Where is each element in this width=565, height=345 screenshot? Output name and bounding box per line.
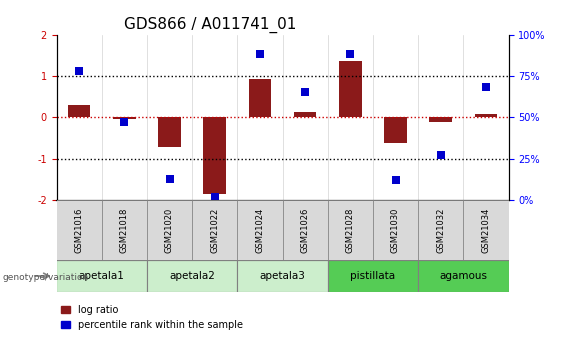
Bar [475,115,497,117]
Text: GSM21030: GSM21030 [391,208,400,253]
FancyBboxPatch shape [102,200,147,260]
Text: apetala1: apetala1 [79,271,125,281]
Text: GSM21032: GSM21032 [436,208,445,253]
FancyBboxPatch shape [192,200,237,260]
Bar [294,112,316,117]
Text: GSM21022: GSM21022 [210,208,219,253]
FancyBboxPatch shape [418,200,463,260]
Bar [158,117,181,147]
FancyBboxPatch shape [418,260,509,292]
Bar [384,117,407,143]
Point [301,90,310,95]
Text: GSM21028: GSM21028 [346,208,355,253]
Text: GDS866 / A011741_01: GDS866 / A011741_01 [124,17,297,33]
Text: apetala3: apetala3 [259,271,306,281]
Text: genotype/variation: genotype/variation [3,273,89,282]
Point [481,85,490,90]
Point [210,194,219,199]
Text: GSM21034: GSM21034 [481,208,490,253]
FancyBboxPatch shape [237,260,328,292]
Text: agamous: agamous [440,271,487,281]
Point [346,52,355,57]
Text: GSM21016: GSM21016 [75,208,84,253]
Bar [339,61,362,117]
Bar [429,117,452,122]
Point [75,68,84,74]
FancyBboxPatch shape [463,200,508,260]
Point [120,119,129,125]
Text: pistillata: pistillata [350,271,396,281]
Bar [249,79,271,117]
Legend: log ratio, percentile rank within the sample: log ratio, percentile rank within the sa… [62,305,243,330]
FancyBboxPatch shape [56,200,102,260]
FancyBboxPatch shape [328,200,373,260]
FancyBboxPatch shape [328,260,418,292]
Bar [113,117,136,119]
FancyBboxPatch shape [147,260,237,292]
Text: GSM21020: GSM21020 [165,208,174,253]
Point [391,177,400,183]
FancyBboxPatch shape [147,200,192,260]
FancyBboxPatch shape [373,200,418,260]
Point [255,52,264,57]
Text: GSM21024: GSM21024 [255,208,264,253]
Text: apetala2: apetala2 [169,271,215,281]
FancyBboxPatch shape [282,200,328,260]
Bar [68,105,90,117]
Bar [203,117,226,194]
Text: GSM21026: GSM21026 [301,208,310,253]
Text: GSM21018: GSM21018 [120,208,129,253]
Point [165,176,174,181]
FancyBboxPatch shape [237,200,282,260]
FancyBboxPatch shape [56,260,147,292]
Point [436,152,445,158]
